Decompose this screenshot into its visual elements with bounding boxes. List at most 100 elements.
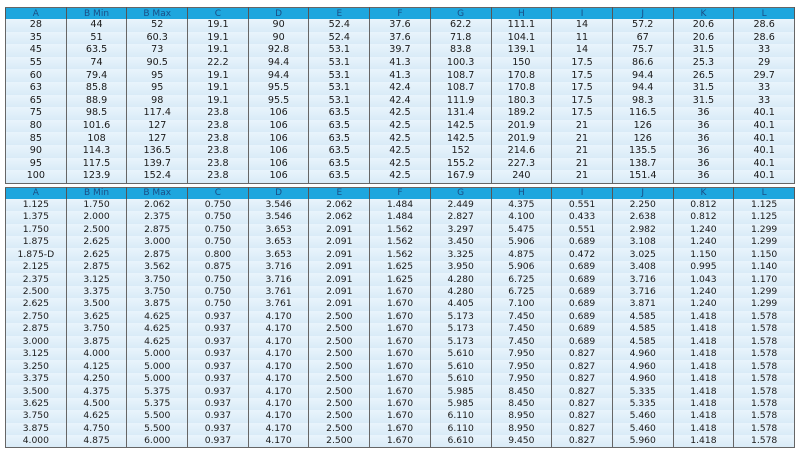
table-cell: 3.761 bbox=[247, 285, 310, 299]
table-cell: 1.670 bbox=[369, 385, 431, 398]
table-cell: 25.3 bbox=[672, 56, 735, 70]
table-cell: 31.5 bbox=[672, 94, 735, 108]
table-cell: 36 bbox=[672, 170, 735, 184]
table-cell: 116.5 bbox=[611, 107, 674, 120]
table-cell: 21 bbox=[551, 119, 613, 133]
table-cell: 2.091 bbox=[308, 248, 371, 261]
table-cell: 5.173 bbox=[429, 335, 492, 348]
table-cell: 5.906 bbox=[490, 260, 553, 274]
table-cell: 0.937 bbox=[187, 385, 249, 398]
column-header: B Max bbox=[126, 186, 189, 199]
table-cell: 0.433 bbox=[551, 211, 613, 224]
table-cell: 29 bbox=[733, 56, 795, 70]
table-cell: 88.9 bbox=[65, 94, 128, 108]
table-cell: 4.585 bbox=[611, 335, 674, 348]
table-cell: 5.960 bbox=[611, 435, 674, 448]
table-cell: 104.1 bbox=[490, 31, 553, 45]
table-cell: 111.9 bbox=[429, 94, 492, 108]
table-cell: 42.5 bbox=[369, 132, 431, 145]
table-cell: 5.460 bbox=[611, 422, 674, 436]
table-row: 1.875-D 2.625 2.875 0.800 3.653 2.091 1.562 3.3… bbox=[5, 248, 795, 261]
table-row: 2.750 3.625 4.625 0.937 4.170 2.500 1.670 5.173… bbox=[5, 310, 795, 324]
column-header: J bbox=[611, 186, 674, 199]
table-cell: 40.1 bbox=[733, 107, 795, 120]
table-cell: 3.500 bbox=[65, 298, 128, 311]
table-cell: 1.299 bbox=[733, 285, 795, 299]
table-cell: 2.875 bbox=[126, 248, 189, 261]
table-cell: 2.000 bbox=[65, 211, 128, 224]
table-cell: 0.689 bbox=[551, 335, 613, 348]
table-cell: 4.960 bbox=[611, 347, 674, 361]
table-cell: 11 bbox=[551, 31, 613, 45]
table-cell: 95.5 bbox=[247, 81, 310, 95]
table-cell: 40.1 bbox=[733, 119, 795, 133]
table-cell: 3.750 bbox=[126, 273, 189, 286]
table-cell: 42.4 bbox=[369, 94, 431, 108]
table-cell: 0.827 bbox=[551, 397, 613, 411]
table-cell: 42.5 bbox=[369, 170, 431, 184]
table-cell: 1.670 bbox=[369, 298, 431, 311]
table-cell: 170.8 bbox=[490, 69, 553, 82]
table-cell: 17.5 bbox=[551, 94, 613, 108]
table-cell: 214.6 bbox=[490, 144, 553, 158]
column-header: B Min bbox=[65, 186, 128, 199]
column-header: D bbox=[247, 186, 310, 199]
table-cell: 0.689 bbox=[551, 323, 613, 336]
table-row: 75 98.5 117.4 23.8 106 63.5 42.5 131.4 189.2 17.5… bbox=[5, 107, 795, 120]
table-cell: 0.875 bbox=[187, 260, 249, 274]
table-cell: 106 bbox=[247, 170, 310, 184]
table-cell: 75 bbox=[5, 107, 67, 120]
table-cell: 2.062 bbox=[126, 198, 189, 212]
table-cell: 0.812 bbox=[672, 198, 735, 212]
table-cell: 90.5 bbox=[126, 56, 189, 70]
table-cell: 4.170 bbox=[247, 347, 310, 361]
table-cell: 2.375 bbox=[5, 273, 67, 286]
table-cell: 4.280 bbox=[429, 285, 492, 299]
table-cell: 1.418 bbox=[672, 397, 735, 411]
table-cell: 139.7 bbox=[126, 157, 189, 171]
table-cell: 2.875 bbox=[126, 223, 189, 237]
table-cell: 1.125 bbox=[733, 198, 795, 212]
table-cell: 28 bbox=[5, 19, 67, 32]
table-cell: 0.827 bbox=[551, 422, 613, 436]
table-cell: 41.3 bbox=[369, 69, 431, 82]
column-header: I bbox=[551, 186, 613, 199]
table-cell: 1.578 bbox=[733, 323, 795, 336]
table-row: 85 108 127 23.8 106 63.5 42.5 142.5 201.9 21 126 36… bbox=[5, 132, 795, 145]
table-row: 3.625 4.500 5.375 0.937 4.170 2.500 1.670 5.985… bbox=[5, 397, 795, 411]
table-cell: 2.982 bbox=[611, 223, 674, 237]
table-cell: 1.418 bbox=[672, 323, 735, 336]
column-header: B Min bbox=[65, 7, 128, 19]
table-cell: 142.5 bbox=[429, 132, 492, 145]
table-cell: 90 bbox=[247, 19, 310, 32]
table-cell: 2.875 bbox=[5, 323, 67, 336]
table-cell: 101.6 bbox=[65, 119, 128, 133]
table-cell: 19.1 bbox=[187, 81, 249, 95]
column-header: G bbox=[429, 186, 492, 199]
table-cell: 42.4 bbox=[369, 81, 431, 95]
table-cell: 1.875 bbox=[5, 236, 67, 249]
column-header: B Max bbox=[126, 7, 189, 19]
table-cell: 2.500 bbox=[308, 435, 371, 448]
table-cell: 1.670 bbox=[369, 422, 431, 436]
table-cell: 2.500 bbox=[5, 285, 67, 299]
table-cell: 40.1 bbox=[733, 170, 795, 184]
table-cell: 2.091 bbox=[308, 236, 371, 249]
table-cell: 2.500 bbox=[308, 347, 371, 361]
table-cell: 57.2 bbox=[611, 19, 674, 32]
table-cell: 4.170 bbox=[247, 360, 310, 373]
table-cell: 0.827 bbox=[551, 372, 613, 386]
table-cell: 3.000 bbox=[126, 236, 189, 249]
table-cell: 1.240 bbox=[672, 285, 735, 299]
table-cell: 53.1 bbox=[308, 81, 371, 95]
table-cell: 39.7 bbox=[369, 44, 431, 57]
table-row: 3.875 4.750 5.500 0.937 4.170 2.500 1.670 6.110… bbox=[5, 422, 795, 436]
table-cell: 0.812 bbox=[672, 211, 735, 224]
table-cell: 240 bbox=[490, 170, 553, 184]
table-cell: 1.578 bbox=[733, 360, 795, 373]
table-row: 3.000 3.875 4.625 0.937 4.170 2.500 1.670 5.173… bbox=[5, 335, 795, 348]
table-cell: 63.5 bbox=[308, 107, 371, 120]
table-cell: 94.4 bbox=[611, 81, 674, 95]
table-cell: 42.5 bbox=[369, 119, 431, 133]
